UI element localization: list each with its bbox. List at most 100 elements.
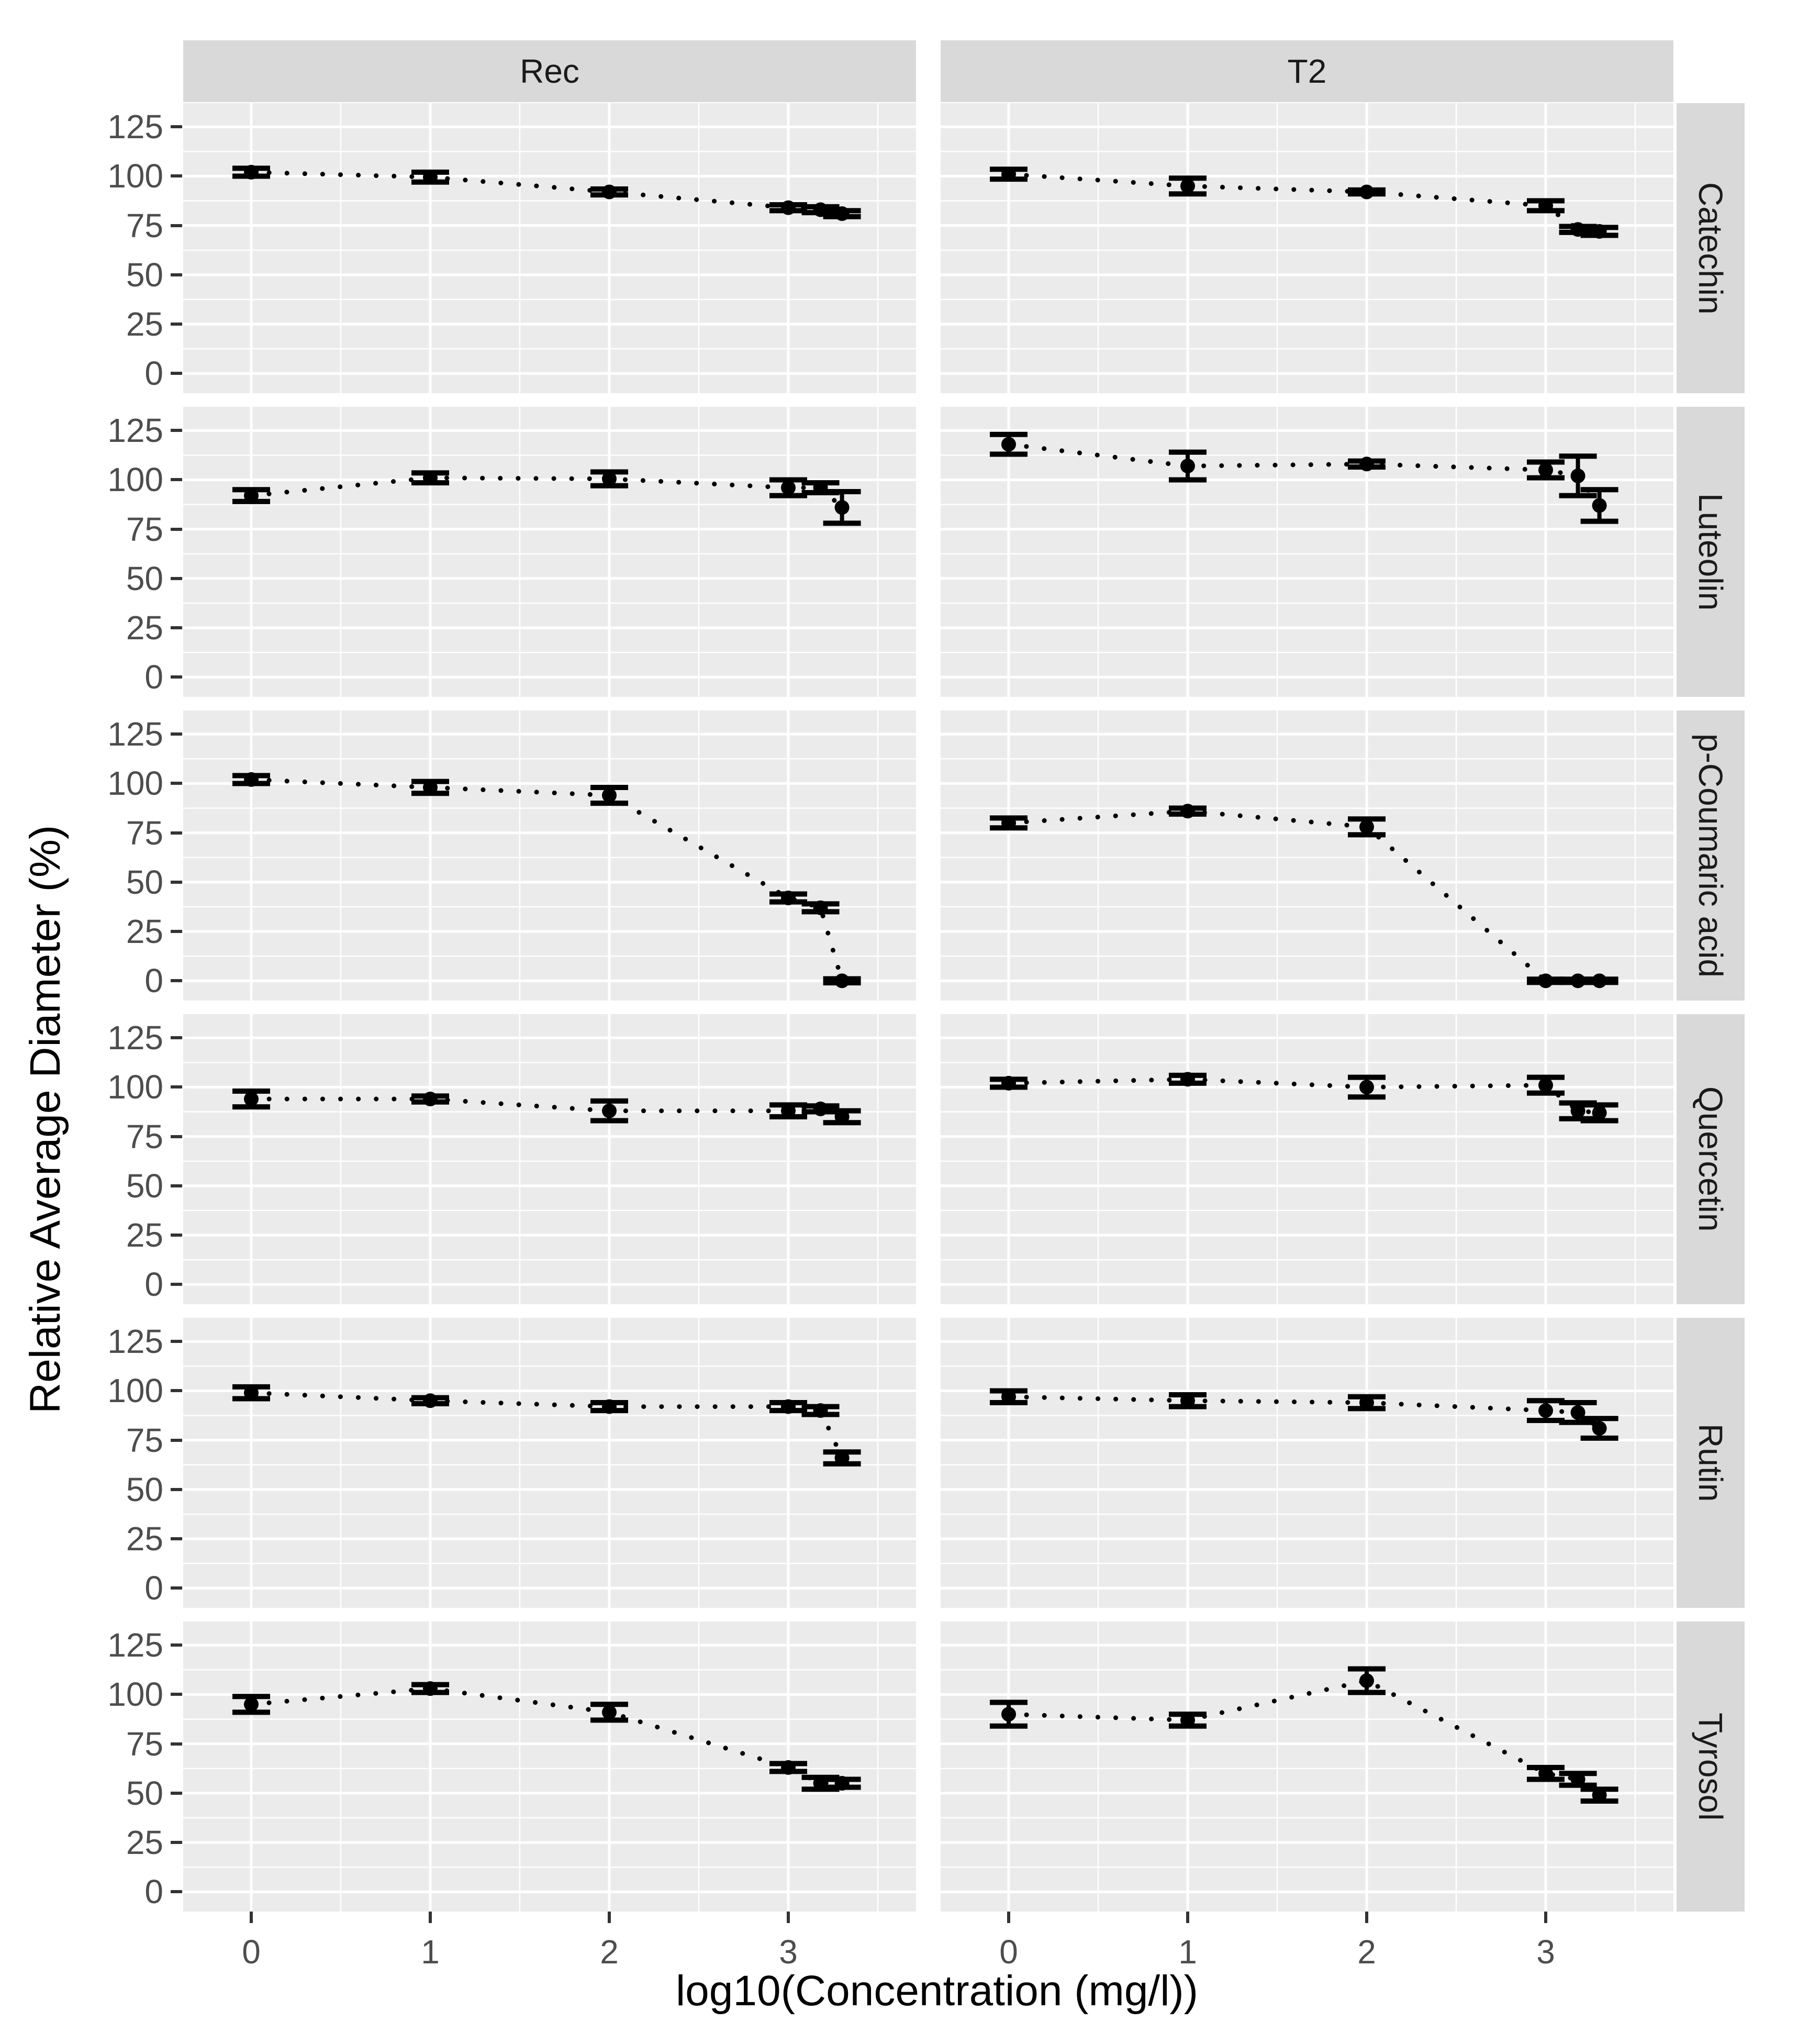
- x-tick-mark: [1007, 1912, 1010, 1923]
- x-tick-mark: [429, 1912, 432, 1923]
- y-tick-mark: [171, 930, 182, 934]
- series: [232, 1088, 861, 1126]
- facet-row-label: Quercetin: [1692, 1086, 1729, 1232]
- y-tick-label: 125: [107, 715, 163, 753]
- y-tick-label: 50: [126, 559, 163, 597]
- y-tick-mark: [171, 174, 182, 178]
- facet-row-strip-p-coumaric-acid: p-Coumaric acid: [1677, 710, 1745, 1001]
- y-tick-label: 25: [126, 1824, 163, 1862]
- x-axis-title: log10(Concentration (mg/l)): [675, 1967, 1199, 2015]
- data-point: [1001, 166, 1016, 182]
- y-tick-label: 75: [126, 206, 163, 245]
- x-tick-label: 1: [1178, 1933, 1197, 1971]
- y-tick-label: 100: [107, 461, 163, 499]
- y-tick-label: 0: [144, 1265, 163, 1304]
- panel-quercetin-t2: [941, 1014, 1673, 1304]
- facet-row-label: Luteolin: [1692, 493, 1729, 611]
- x-tick-mark: [608, 1912, 611, 1923]
- y-tick-mark: [171, 831, 182, 835]
- data-point: [781, 1399, 796, 1414]
- data-point: [834, 500, 850, 515]
- y-tick-label: 25: [126, 913, 163, 951]
- data-point: [781, 1760, 796, 1775]
- y-tick-label: 100: [107, 1372, 163, 1410]
- data-point: [423, 1092, 438, 1107]
- y-tick-mark: [171, 576, 182, 580]
- y-tick-mark: [171, 626, 182, 630]
- panel-background: [941, 1014, 1673, 1304]
- panel-background: [941, 407, 1673, 697]
- y-tick-mark: [171, 1234, 182, 1237]
- y-tick-label: 100: [107, 764, 163, 803]
- series: [232, 1681, 861, 1792]
- gridlines: [183, 103, 916, 393]
- panel-background: [183, 407, 916, 697]
- y-tick-label: 75: [126, 814, 163, 852]
- y-tick-mark: [171, 372, 182, 375]
- y-tick-mark: [171, 1890, 182, 1894]
- y-tick-mark: [171, 1791, 182, 1795]
- x-tick-label: 0: [242, 1933, 261, 1971]
- y-tick-label: 100: [107, 1675, 163, 1714]
- data-point: [834, 1776, 850, 1791]
- gridlines: [941, 1014, 1673, 1304]
- facet-col-strip-rec: Rec: [183, 40, 916, 102]
- gridlines: [941, 1318, 1673, 1608]
- y-tick-mark: [171, 1841, 182, 1845]
- dotted-trend-line: [1006, 1394, 1602, 1431]
- panel-background: [183, 1318, 916, 1608]
- data-point: [1538, 973, 1553, 988]
- panel-background: [183, 103, 916, 393]
- data-point: [1538, 1077, 1553, 1093]
- data-point: [1592, 224, 1607, 239]
- y-tick-mark: [171, 1586, 182, 1590]
- data-point: [781, 1103, 796, 1118]
- x-tick-label: 2: [1357, 1933, 1376, 1971]
- data-point: [1359, 1080, 1374, 1095]
- data-point: [1592, 1787, 1607, 1803]
- x-tick-mark: [1544, 1912, 1547, 1923]
- y-tick-mark: [171, 1283, 182, 1286]
- y-tick-mark: [171, 1036, 182, 1040]
- y-tick-mark: [171, 323, 182, 326]
- panel-background: [941, 1318, 1673, 1608]
- y-tick-label: 0: [144, 658, 163, 696]
- data-point: [834, 206, 850, 221]
- series: [232, 1384, 861, 1467]
- x-tick-label: 2: [600, 1933, 619, 1971]
- series: [990, 1072, 1618, 1124]
- data-point: [781, 891, 796, 906]
- data-point: [1001, 1707, 1016, 1722]
- series: [990, 1666, 1618, 1804]
- y-tick-mark: [171, 1340, 182, 1343]
- facet-col-strip-t2: T2: [941, 40, 1673, 102]
- y-tick-label: 125: [107, 412, 163, 450]
- data-point: [244, 772, 259, 787]
- y-tick-mark: [171, 675, 182, 679]
- data-point: [244, 164, 259, 180]
- panel-tyrosol-t2: [941, 1621, 1673, 1912]
- facet-row-strip-catechin: Catechin: [1677, 103, 1745, 393]
- data-point: [1180, 1713, 1195, 1728]
- y-tick-mark: [171, 880, 182, 884]
- x-tick-mark: [250, 1912, 253, 1923]
- y-tick-mark: [171, 1693, 182, 1696]
- series: [232, 164, 861, 221]
- facet-row-label: p-Coumaric acid: [1692, 734, 1729, 977]
- y-tick-mark: [171, 1135, 182, 1138]
- gridlines: [941, 407, 1673, 697]
- y-tick-label: 75: [126, 1421, 163, 1459]
- data-point: [244, 1697, 259, 1712]
- data-point: [1538, 198, 1553, 213]
- data-point: [1001, 1075, 1016, 1091]
- y-tick-mark: [171, 979, 182, 983]
- data-point: [1180, 1393, 1195, 1408]
- data-point: [1570, 468, 1585, 483]
- gridlines: [183, 1621, 916, 1912]
- y-tick-label: 0: [144, 962, 163, 1000]
- x-tick-mark: [787, 1912, 790, 1923]
- panel-p-coumaric-acid-rec: [183, 710, 916, 1001]
- data-point: [1180, 179, 1195, 194]
- panel-catechin-t2: [941, 103, 1673, 393]
- data-point: [602, 1399, 617, 1414]
